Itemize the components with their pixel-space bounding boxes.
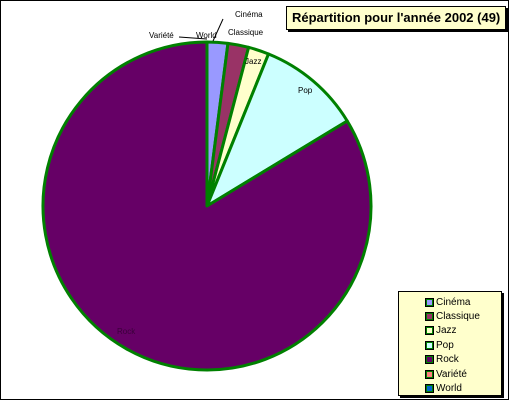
label-leader-line xyxy=(212,18,224,42)
legend-item-cinema: Cinéma xyxy=(399,295,501,309)
slice-label-rock: Rock xyxy=(117,327,136,336)
legend-swatch xyxy=(425,340,434,350)
legend: Cinéma Classique Jazz Pop Rock Variété W… xyxy=(398,291,502,396)
legend-label: Cinéma xyxy=(436,296,471,308)
slice-label-world: World xyxy=(196,31,217,40)
legend-swatch xyxy=(425,355,434,365)
legend-label: Pop xyxy=(436,339,454,351)
legend-label: Variété xyxy=(436,368,467,380)
legend-item-pop: Pop xyxy=(399,338,501,352)
legend-swatch xyxy=(425,312,434,322)
pie-slice-pop xyxy=(205,52,349,208)
pie-slice-rock xyxy=(41,40,373,372)
legend-swatch xyxy=(425,369,434,379)
slice-label-variété: Variété xyxy=(149,31,174,40)
legend-swatch xyxy=(425,297,434,307)
slice-label-cinéma: Cinéma xyxy=(235,10,263,19)
legend-item-jazz: Jazz xyxy=(399,324,501,338)
slice-label-pop: Pop xyxy=(298,86,313,95)
legend-label: World xyxy=(436,383,462,395)
slice-label-classique: Classique xyxy=(228,28,264,37)
legend-item-variete: Variété xyxy=(399,367,501,381)
label-leader-line xyxy=(178,36,208,40)
legend-label: Rock xyxy=(436,354,459,366)
legend-swatch xyxy=(425,384,434,394)
chart-title: Répartition pour l'année 2002 (49) xyxy=(286,6,507,30)
legend-label: Classique xyxy=(436,311,480,323)
legend-item-world: World xyxy=(399,381,501,395)
legend-item-rock: Rock xyxy=(399,353,501,367)
legend-item-classique: Classique xyxy=(399,309,501,323)
slice-label-jazz: Jazz xyxy=(245,57,261,66)
legend-label: Jazz xyxy=(436,325,457,337)
legend-swatch xyxy=(425,326,434,336)
